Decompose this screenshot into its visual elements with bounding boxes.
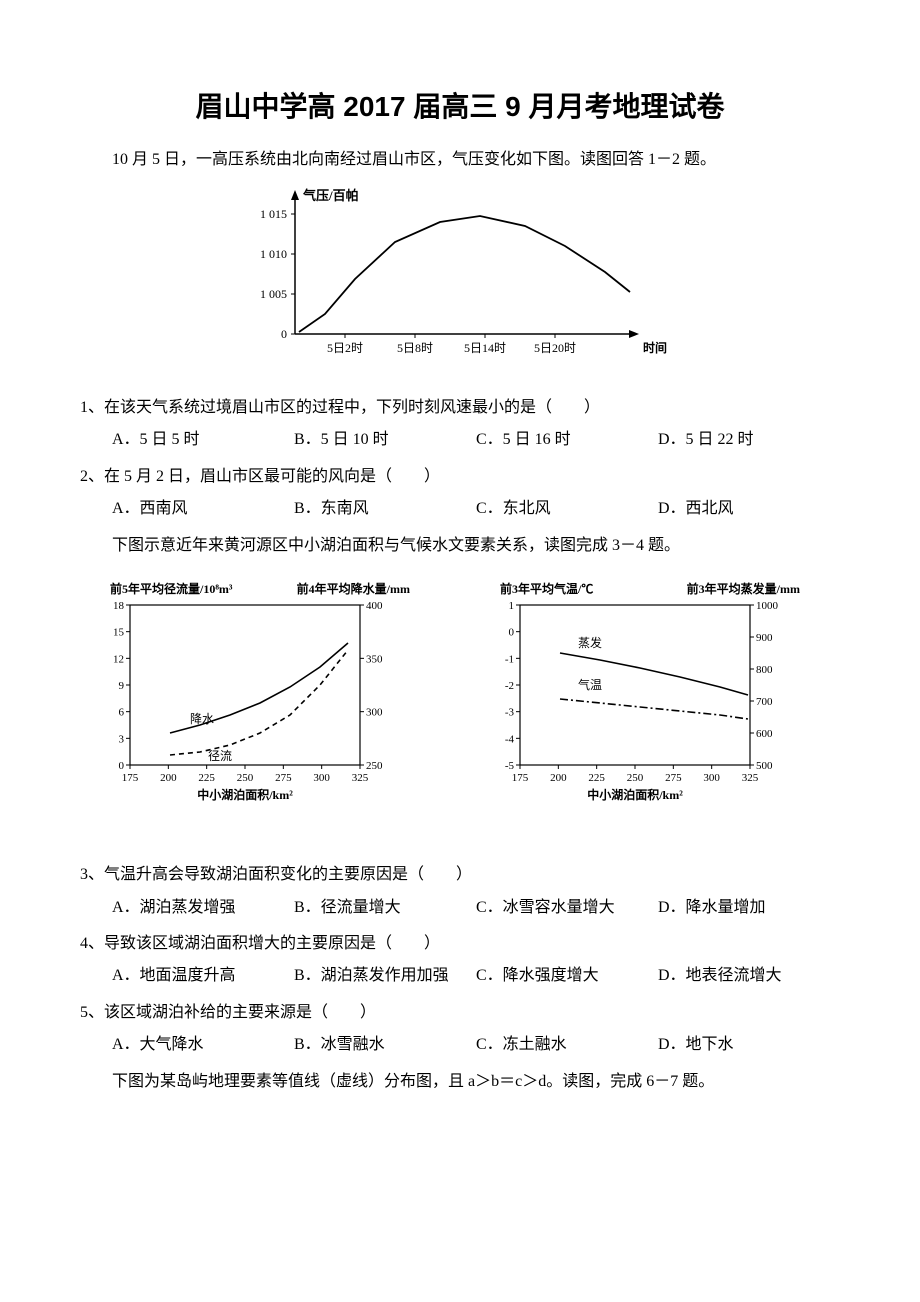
- svg-text:225: 225: [198, 772, 215, 784]
- svg-text:300: 300: [366, 707, 383, 719]
- q4-opt-b: B．湖泊蒸发作用加强: [294, 961, 476, 991]
- svg-text:蒸发: 蒸发: [578, 635, 602, 650]
- q5-opt-d: D．地下水: [658, 1030, 840, 1060]
- svg-text:5日8时: 5日8时: [397, 341, 433, 355]
- svg-text:0: 0: [119, 760, 125, 772]
- svg-text:1: 1: [509, 600, 515, 612]
- svg-text:-1: -1: [505, 653, 514, 665]
- svg-text:6: 6: [119, 707, 125, 719]
- question-5: 5、该区域湖泊补给的主要来源是（ ）: [80, 998, 840, 1028]
- question-5-options: A．大气降水 B．冰雪融水 C．冻土融水 D．地下水: [80, 1030, 840, 1060]
- svg-text:5日14时: 5日14时: [464, 341, 506, 355]
- chart-pressure: 气压/百帕 1 015 1 010 1 005 0 5日2时 5日8时 5日14时 5日20时 时…: [80, 184, 840, 385]
- svg-text:400: 400: [366, 600, 383, 612]
- svg-text:18: 18: [113, 600, 125, 612]
- svg-text:前5年平均径流量/10⁸m³: 前5年平均径流量/10⁸m³: [110, 581, 233, 596]
- intro-3: 下图为某岛屿地理要素等值线（虚线）分布图，且 a＞b＝c＞d。读图，完成 6－7…: [80, 1067, 840, 1097]
- svg-text:0: 0: [281, 327, 287, 341]
- q2-opt-d: D．西北风: [658, 494, 840, 524]
- q4-opt-c: C．降水强度增大: [476, 961, 658, 991]
- q2-opt-c: C．东北风: [476, 494, 658, 524]
- svg-text:250: 250: [627, 772, 644, 784]
- svg-text:500: 500: [756, 760, 773, 772]
- svg-text:325: 325: [742, 772, 759, 784]
- svg-text:1 005: 1 005: [260, 287, 287, 301]
- svg-text:时间: 时间: [643, 340, 667, 355]
- question-1-options: A．5 日 5 时 B．5 日 10 时 C．5 日 16 时 D．5 日 22…: [80, 425, 840, 455]
- q5-opt-a: A．大气降水: [112, 1030, 294, 1060]
- q5-opt-c: C．冻土融水: [476, 1030, 658, 1060]
- svg-text:5日20时: 5日20时: [534, 341, 576, 355]
- svg-text:1 010: 1 010: [260, 247, 287, 261]
- q1-opt-d: D．5 日 22 时: [658, 425, 840, 455]
- question-2: 2、在 5 月 2 日，眉山市区最可能的风向是（ ）: [80, 462, 840, 492]
- svg-text:900: 900: [756, 632, 773, 644]
- question-4: 4、导致该区域湖泊面积增大的主要原因是（ ）: [80, 929, 840, 959]
- svg-text:275: 275: [275, 772, 292, 784]
- svg-text:700: 700: [756, 696, 773, 708]
- svg-text:径流: 径流: [208, 749, 232, 763]
- svg-text:200: 200: [160, 772, 177, 784]
- svg-text:前3年平均蒸发量/mm: 前3年平均蒸发量/mm: [687, 581, 800, 596]
- q5-opt-b: B．冰雪融水: [294, 1030, 476, 1060]
- svg-text:-3: -3: [505, 707, 515, 719]
- svg-text:1 015: 1 015: [260, 207, 287, 221]
- svg-text:9: 9: [119, 680, 125, 692]
- q2-opt-b: B．东南风: [294, 494, 476, 524]
- svg-text:325: 325: [352, 772, 369, 784]
- svg-text:气温: 气温: [578, 677, 602, 692]
- svg-text:350: 350: [366, 653, 383, 665]
- svg-text:前3年平均气温/℃: 前3年平均气温/℃: [500, 581, 593, 596]
- intro-2: 下图示意近年来黄河源区中小湖泊面积与气候水文要素关系，读图完成 3－4 题。: [80, 531, 840, 561]
- svg-text:3: 3: [119, 733, 125, 745]
- question-1: 1、在该天气系统过境眉山市区的过程中，下列时刻风速最小的是（ ）: [80, 393, 840, 423]
- svg-text:800: 800: [756, 664, 773, 676]
- svg-text:气压/百帕: 气压/百帕: [303, 188, 359, 203]
- svg-text:250: 250: [237, 772, 254, 784]
- q2-opt-a: A．西南风: [112, 494, 294, 524]
- svg-text:5日2时: 5日2时: [327, 341, 363, 355]
- svg-text:250: 250: [366, 760, 383, 772]
- question-4-options: A．地面温度升高 B．湖泊蒸发作用加强 C．降水强度增大 D．地表径流增大: [80, 961, 840, 991]
- q3-opt-c: C．冰雪容水量增大: [476, 893, 658, 923]
- svg-text:前4年平均降水量/mm: 前4年平均降水量/mm: [297, 581, 410, 596]
- q3-opt-d: D．降水量增加: [658, 893, 840, 923]
- q1-opt-b: B．5 日 10 时: [294, 425, 476, 455]
- svg-text:300: 300: [313, 772, 330, 784]
- q3-opt-a: A．湖泊蒸发增强: [112, 893, 294, 923]
- svg-text:-5: -5: [505, 760, 515, 772]
- runoff-precip-chart: 前5年平均径流量/10⁸m³ 前4年平均降水量/mm 18 15 12 9 6 3 0 400 35…: [85, 575, 445, 825]
- svg-text:1000: 1000: [756, 600, 779, 612]
- svg-text:175: 175: [122, 772, 139, 784]
- temp-evap-chart: 前3年平均气温/℃ 前3年平均蒸发量/mm 1 0 -1 -2 -3 -4 -5 1000 900 8…: [475, 575, 835, 825]
- charts-climate: 前5年平均径流量/10⁸m³ 前4年平均降水量/mm 18 15 12 9 6 3 0 400 35…: [80, 575, 840, 836]
- svg-text:-4: -4: [505, 733, 515, 745]
- q3-opt-b: B．径流量增大: [294, 893, 476, 923]
- svg-text:15: 15: [113, 627, 125, 639]
- svg-text:降水: 降水: [190, 712, 214, 726]
- svg-text:175: 175: [512, 772, 529, 784]
- question-3: 3、气温升高会导致湖泊面积变化的主要原因是（ ）: [80, 860, 840, 890]
- svg-text:200: 200: [550, 772, 567, 784]
- exam-title: 眉山中学高 2017 届高三 9 月月考地理试卷: [80, 80, 840, 133]
- svg-text:600: 600: [756, 728, 773, 740]
- svg-text:0: 0: [509, 627, 515, 639]
- pressure-line-chart: 气压/百帕 1 015 1 010 1 005 0 5日2时 5日8时 5日14时 5日20时 时…: [245, 184, 675, 374]
- q4-opt-d: D．地表径流增大: [658, 961, 840, 991]
- svg-text:275: 275: [665, 772, 682, 784]
- svg-text:225: 225: [588, 772, 605, 784]
- q1-opt-a: A．5 日 5 时: [112, 425, 294, 455]
- svg-text:中小湖泊面积/km²: 中小湖泊面积/km²: [587, 787, 683, 802]
- q1-opt-c: C．5 日 16 时: [476, 425, 658, 455]
- question-3-options: A．湖泊蒸发增强 B．径流量增大 C．冰雪容水量增大 D．降水量增加: [80, 893, 840, 923]
- svg-text:12: 12: [113, 653, 124, 665]
- svg-text:-2: -2: [505, 680, 514, 692]
- question-2-options: A．西南风 B．东南风 C．东北风 D．西北风: [80, 494, 840, 524]
- intro-1: 10 月 5 日，一高压系统由北向南经过眉山市区，气压变化如下图。读图回答 1－…: [80, 145, 840, 175]
- svg-text:中小湖泊面积/km²: 中小湖泊面积/km²: [197, 787, 293, 802]
- svg-text:300: 300: [703, 772, 720, 784]
- q4-opt-a: A．地面温度升高: [112, 961, 294, 991]
